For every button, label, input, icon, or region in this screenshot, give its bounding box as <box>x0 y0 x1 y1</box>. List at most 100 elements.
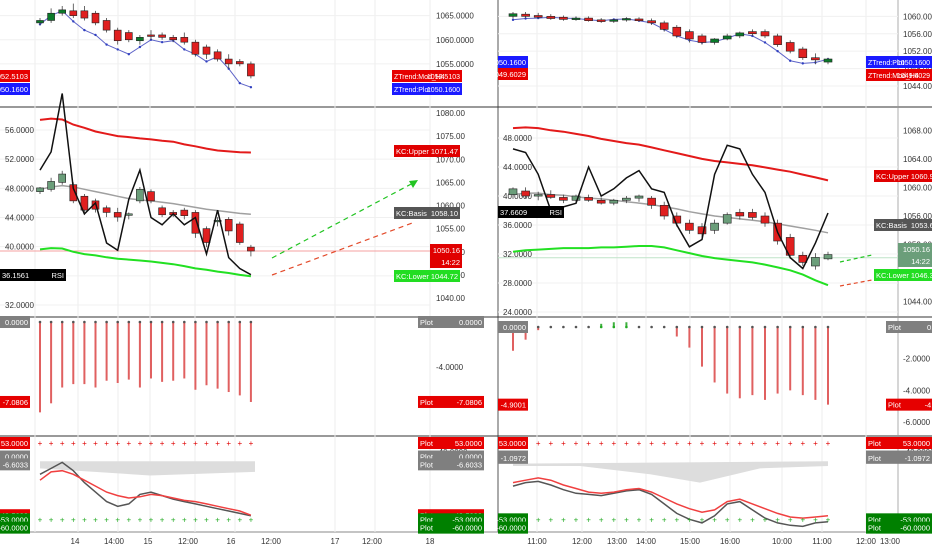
right-hist-tag-name: Plot <box>888 323 902 332</box>
right-rsi-tick: 24.0000 <box>503 308 532 317</box>
right-kc-upper-tag-value: 1060.99 <box>911 172 932 181</box>
left-price-label-text: 1050.1600 <box>0 85 28 94</box>
right-osc-bottom-marker: + <box>548 515 553 524</box>
right-osc-left-label: -1.0972 <box>498 451 528 464</box>
right-price-candle-body <box>685 31 694 40</box>
right-osc-top-marker: + <box>662 439 667 448</box>
left-osc-bottom-marker: + <box>193 515 198 524</box>
right-kc-lower-tag-value: 1046.31 <box>911 271 932 280</box>
right-osc-bottom-marker: + <box>561 515 566 524</box>
left-osc-left-label-text: 0.0000 <box>5 453 28 462</box>
right-osc-tag-name: Plot <box>868 515 882 524</box>
left-osc-top-marker: + <box>38 439 43 448</box>
right-kc-candle-body <box>533 194 543 197</box>
left-osc-tag-name: Plot <box>420 453 434 462</box>
left-osc-top-marker: + <box>104 439 109 448</box>
left-price-candle-body <box>224 58 233 65</box>
right-kc-candle-body <box>685 222 694 231</box>
right-price-label-text: 1050.1600 <box>491 58 526 67</box>
left-osc-tag-value: 53.0000 <box>455 439 482 448</box>
left-hist-bar <box>72 322 75 385</box>
right-osc-left-label: -60.0000 <box>496 521 528 534</box>
right-hist-tick: -4.0000 <box>903 386 931 395</box>
right-osc-bottom-marker: + <box>649 515 654 524</box>
right-hist-left-label-text: 0.0000 <box>503 323 526 332</box>
right-osc-tag-value: -53.0000 <box>900 515 930 524</box>
left-osc-left-label-bg <box>0 437 30 449</box>
left-osc-bottom-marker: + <box>38 515 43 524</box>
left-ztrend-dot <box>227 67 230 70</box>
left-hist-tag-name: Plot <box>420 398 434 407</box>
right-price-candle-body <box>823 58 833 63</box>
right-kc-candle-body <box>659 204 669 217</box>
left-ztrend-dot <box>183 48 186 51</box>
right-osc-bottom-marker: + <box>662 515 667 524</box>
left-last-price-tag-text: 1050.16 <box>433 246 460 255</box>
right-hist-dot <box>801 325 805 329</box>
left-price-label: 1050.1600 <box>0 83 30 95</box>
left-osc-top-marker: + <box>60 439 65 448</box>
left-hist-dot <box>49 320 53 324</box>
right-osc-top-marker: + <box>548 439 553 448</box>
left-osc-bottom-marker: + <box>126 515 131 524</box>
right-hist-dot <box>612 325 616 329</box>
left-price-tag-value: 1050.1600 <box>427 87 460 94</box>
right-hist-dot <box>713 325 716 329</box>
right-kc-candle-body <box>710 222 719 231</box>
right-time-tick: 16:00 <box>720 537 741 546</box>
right-hist-tag-value: 0.0000 <box>927 323 932 332</box>
left-osc-bottom-marker: + <box>104 515 109 524</box>
left-osc-tag-bg <box>418 437 484 449</box>
left-time-tick: 15 <box>144 537 153 546</box>
left-price-candle-body <box>202 46 211 55</box>
left-rsi-tick: 32.0000 <box>5 301 34 310</box>
right-hist-dot <box>763 325 767 329</box>
right-osc-bottom-marker: + <box>536 515 541 524</box>
left-hist-tag-value: -7.0806 <box>457 398 482 407</box>
right-lower-projection <box>839 279 873 287</box>
right-time-tick: 13:00 <box>880 537 901 546</box>
left-hist-dot <box>216 320 219 324</box>
left-kc-price-tick: 1060.00 <box>436 202 465 211</box>
right-osc-bottom-marker: + <box>725 515 730 524</box>
left-price-tag-bg <box>392 83 462 95</box>
right-hist-bar <box>612 322 615 327</box>
right-price-candle-body <box>722 35 732 40</box>
right-osc-top-marker: + <box>750 439 755 448</box>
right-kc-price-tick: 1044.00 <box>903 298 932 307</box>
right-hist-bar <box>726 327 729 394</box>
right-price-candle-body <box>559 16 568 20</box>
left-hist-dot <box>38 320 42 324</box>
right-kc-candle-body <box>748 212 757 218</box>
left-osc-tag-value: -53.0000 <box>452 515 482 524</box>
right-osc-top-marker: + <box>813 439 818 448</box>
left-kc-upper-tag: KC:Upper 1071.47 <box>394 145 460 157</box>
left-last-price-tag-bg <box>430 244 462 256</box>
right-hist-bar <box>675 327 678 337</box>
left-osc-top-marker: + <box>171 439 176 448</box>
right-kc-basis-tag-value: 1053.65 <box>911 221 932 230</box>
right-osc-bottom-marker: + <box>775 515 780 524</box>
left-osc-dark-line <box>39 461 252 517</box>
right-kc-candle-body <box>508 188 518 195</box>
right-osc-top-marker: + <box>712 439 717 448</box>
right-time-tick: 13:00 <box>607 537 628 546</box>
left-kc-upper-line <box>39 117 251 154</box>
left-kc-candle-body <box>224 219 233 232</box>
left-price-candle-body <box>47 12 55 21</box>
left-osc-left-label: -60.0000 <box>0 521 30 534</box>
right-osc-bottom-marker: + <box>800 515 805 524</box>
right-hist-tag: Plot 0.0000 <box>886 321 932 333</box>
right-osc-top-marker: + <box>599 439 604 448</box>
right-last-price-tag-bg <box>898 243 932 255</box>
left-price-candle-body <box>69 10 78 16</box>
left-price-candle-body <box>36 20 44 24</box>
left-osc-left-label-text: 53.0000 <box>1 439 28 448</box>
right-price-candle-body <box>609 19 619 22</box>
left-price-panel: 1065.0000 1060.0000 1055.0000 1052.5103 1050… <box>0 3 474 95</box>
left-hist-left-label-text: -7.0806 <box>3 398 28 407</box>
left-kc-lower-tag: KC:Lower 1044.72 <box>394 270 460 282</box>
right-rsi-tick: 36.0000 <box>503 221 532 230</box>
left-osc-top-marker: + <box>138 439 143 448</box>
